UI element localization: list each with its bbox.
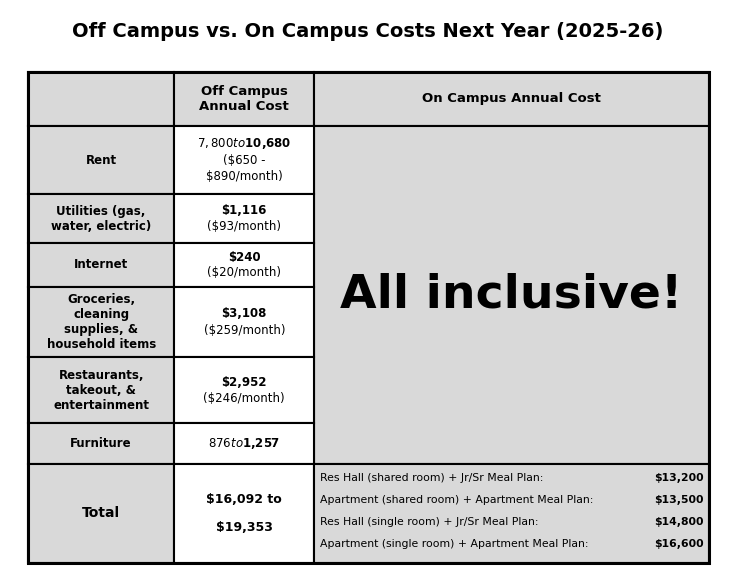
Bar: [174, 72, 314, 126]
Text: Res Hall (shared room) + Jr/Sr Meal Plan:: Res Hall (shared room) + Jr/Sr Meal Plan…: [320, 473, 543, 484]
Bar: [28, 126, 174, 194]
Text: Groceries,
cleaning
supplies, &
household items: Groceries, cleaning supplies, & househol…: [46, 293, 156, 351]
Text: $13,500: $13,500: [654, 495, 703, 505]
Text: All inclusive!: All inclusive!: [340, 272, 683, 317]
Text: ($650 -: ($650 -: [223, 153, 265, 167]
Text: $7,800 to $10,680: $7,800 to $10,680: [197, 136, 292, 151]
Text: Utilities (gas,
water, electric): Utilities (gas, water, electric): [51, 205, 151, 233]
Text: $16,092 to: $16,092 to: [207, 493, 282, 506]
Text: $13,200: $13,200: [653, 473, 703, 484]
Text: ($20/month): ($20/month): [207, 265, 282, 279]
Bar: [174, 243, 314, 287]
Text: $890/month): $890/month): [206, 170, 283, 183]
Text: $14,800: $14,800: [654, 517, 703, 527]
Text: ($246/month): ($246/month): [204, 392, 285, 405]
Bar: [174, 357, 314, 424]
Text: Furniture: Furniture: [71, 437, 132, 450]
Text: Rent: Rent: [85, 153, 117, 167]
Bar: [28, 357, 174, 424]
Bar: [28, 243, 174, 287]
Bar: [314, 72, 709, 126]
Text: $16,600: $16,600: [653, 539, 703, 549]
Bar: [28, 194, 174, 243]
Text: ($259/month): ($259/month): [204, 324, 285, 336]
Bar: [28, 72, 709, 563]
Text: Off Campus
Annual Cost: Off Campus Annual Cost: [199, 85, 289, 113]
Text: Apartment (shared room) + Apartment Meal Plan:: Apartment (shared room) + Apartment Meal…: [320, 495, 593, 505]
Bar: [314, 126, 709, 464]
Text: $2,952: $2,952: [221, 376, 267, 389]
Bar: [28, 424, 174, 464]
Text: $1,116: $1,116: [221, 204, 267, 217]
Bar: [174, 287, 314, 357]
Bar: [174, 194, 314, 243]
Text: Internet: Internet: [74, 258, 129, 271]
Text: $3,108: $3,108: [221, 308, 267, 320]
Bar: [314, 464, 709, 563]
Bar: [174, 464, 314, 563]
Text: Res Hall (single room) + Jr/Sr Meal Plan:: Res Hall (single room) + Jr/Sr Meal Plan…: [320, 517, 539, 527]
Text: Total: Total: [82, 507, 121, 520]
Bar: [174, 126, 314, 194]
Bar: [28, 287, 174, 357]
Text: Off Campus vs. On Campus Costs Next Year (2025-26): Off Campus vs. On Campus Costs Next Year…: [72, 23, 663, 41]
Bar: [28, 72, 174, 126]
Bar: [28, 464, 174, 563]
Text: On Campus Annual Cost: On Campus Annual Cost: [422, 92, 601, 106]
Text: Apartment (single room) + Apartment Meal Plan:: Apartment (single room) + Apartment Meal…: [320, 539, 589, 549]
Bar: [174, 424, 314, 464]
Text: ($93/month): ($93/month): [207, 220, 282, 233]
Text: $19,353: $19,353: [216, 520, 273, 534]
Text: $240: $240: [228, 251, 261, 264]
Text: $876 to $1,257: $876 to $1,257: [208, 436, 280, 451]
Text: Restaurants,
takeout, &
entertainment: Restaurants, takeout, & entertainment: [53, 369, 149, 412]
